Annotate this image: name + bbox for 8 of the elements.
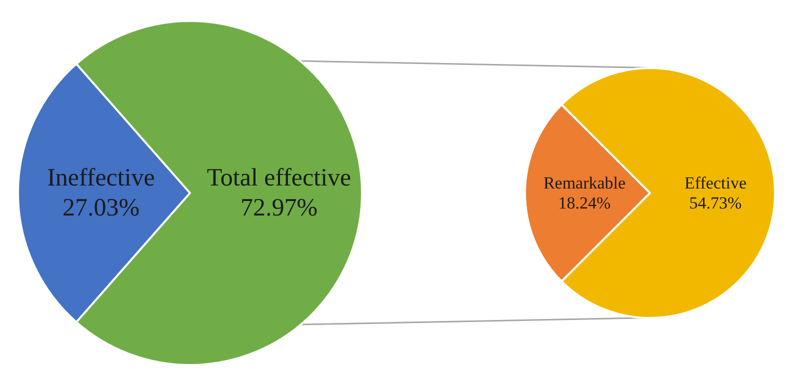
slice-label: Ineffective	[47, 164, 155, 192]
data-label: 18.24%	[558, 194, 611, 213]
slice-label: Total effective	[206, 164, 352, 192]
data-label: 72.97%	[240, 194, 318, 222]
data-label: 54.73%	[689, 194, 742, 213]
data-label: 27.03%	[62, 194, 140, 222]
slice-label: Remarkable	[543, 173, 626, 192]
slice-label: Effective	[684, 173, 746, 192]
